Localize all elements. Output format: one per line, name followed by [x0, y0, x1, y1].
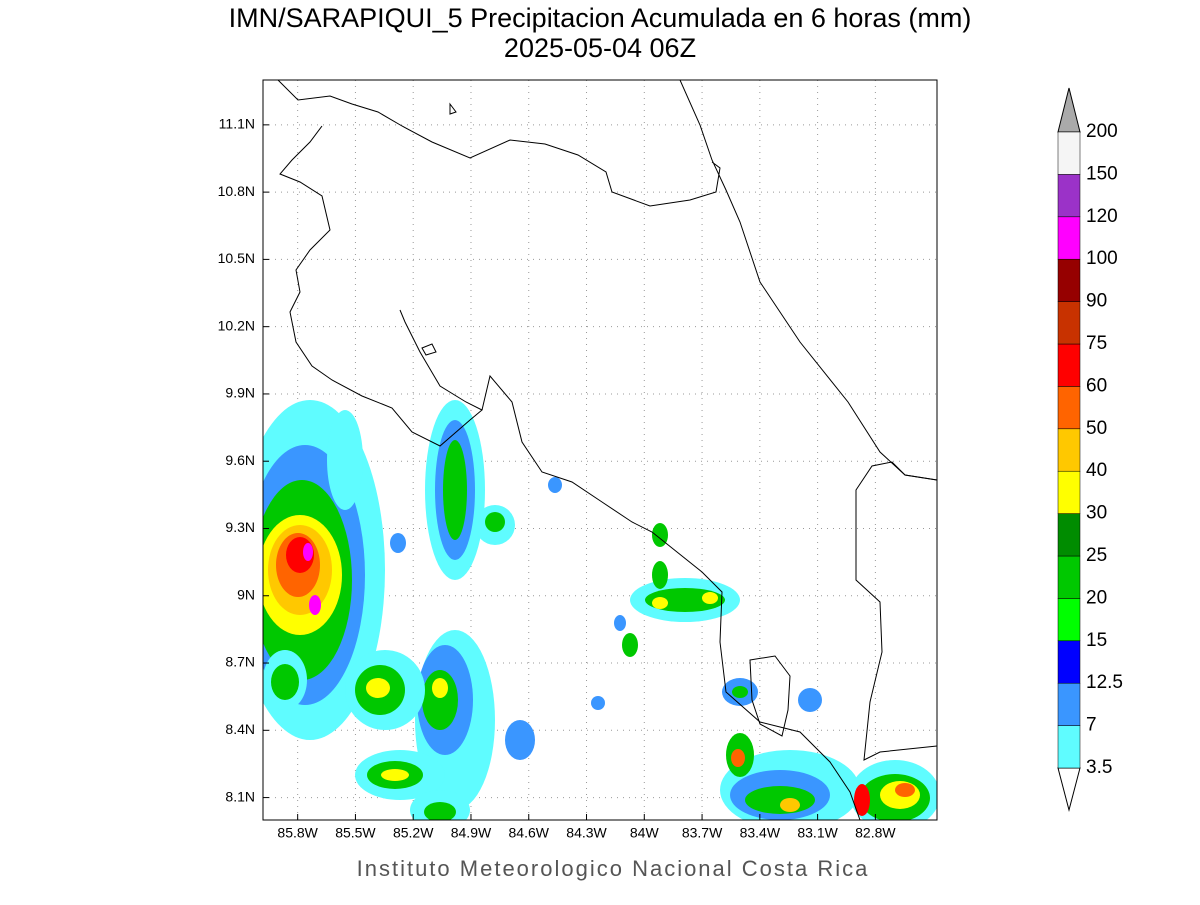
x-tick-label: 85.8W — [277, 825, 318, 841]
y-tick-label: 8.1N — [225, 788, 255, 804]
colorbar-over — [1057, 87, 1081, 133]
colorbar-label: 60 — [1086, 375, 1107, 396]
colorbar-label: 3.5 — [1086, 757, 1112, 778]
x-tick-label: 84W — [630, 825, 660, 841]
colorbar-segment — [1057, 428, 1081, 472]
y-tick-label: 9.9N — [225, 385, 255, 401]
y-tick-label: 9.3N — [225, 519, 255, 535]
colorbar-label: 40 — [1086, 460, 1107, 481]
y-tick-label: 10.8N — [218, 183, 255, 199]
x-tick-label: 84.6W — [509, 825, 550, 841]
y-tick-label: 9.6N — [225, 452, 255, 468]
y-tick-label: 8.7N — [225, 654, 255, 670]
x-tick-label: 82.8W — [855, 825, 896, 841]
colorbar-label: 90 — [1086, 291, 1107, 312]
colorbar-segment — [1057, 470, 1081, 514]
x-tick-label: 83.1W — [797, 825, 838, 841]
colorbar-segment — [1057, 513, 1081, 557]
colorbar-label: 7 — [1086, 715, 1097, 736]
y-tick-label: 10.2N — [218, 317, 255, 333]
colorbar-label: 25 — [1086, 545, 1107, 566]
y-tick-label: 11.1N — [219, 116, 255, 132]
colorbar-label: 120 — [1086, 206, 1118, 227]
x-tick-label: 84.3W — [566, 825, 607, 841]
coastline — [277, 80, 937, 820]
y-tick-label: 8.4N — [225, 721, 255, 737]
colorbar-label: 150 — [1086, 163, 1118, 184]
colorbar-label: 50 — [1086, 418, 1107, 439]
x-tick-label: 85.2W — [393, 825, 434, 841]
title: IMN/SARAPIQUI_5 Precipitacion Acumulada … — [229, 3, 972, 33]
colorbar-segment — [1057, 343, 1081, 387]
colorbar-label: 100 — [1086, 248, 1118, 269]
colorbar-segment — [1057, 682, 1081, 726]
x-tick-label: 84.9W — [451, 825, 492, 841]
colorbar-label: 200 — [1086, 121, 1118, 142]
colorbar-segment — [1057, 598, 1081, 642]
x-tick-label: 83.7W — [682, 825, 723, 841]
colorbar-segment — [1057, 725, 1081, 769]
colorbar-label: 30 — [1086, 503, 1107, 524]
colorbar-segment — [1057, 301, 1081, 345]
footer: Instituto Meteorologico Nacional Costa R… — [357, 856, 870, 881]
y-tick-label: 9N — [237, 586, 255, 602]
colorbar-label: 15 — [1086, 630, 1107, 651]
grid — [263, 80, 937, 820]
map-frame — [262, 79, 938, 821]
colorbar-label: 12.5 — [1086, 672, 1123, 693]
x-tick-label: 85.5W — [335, 825, 376, 841]
y-tick-label: 10.5N — [218, 250, 255, 266]
colorbar-segment — [1057, 131, 1081, 175]
colorbar-segment — [1057, 174, 1081, 218]
colorbar-under — [1057, 767, 1081, 812]
precipitation — [263, 400, 937, 820]
colorbar-segment — [1057, 258, 1081, 302]
colorbar-segment — [1057, 555, 1081, 599]
ticks: 85.8W 85.5W 85.2W 84.9W 84.6W 84.3W 84W 83.7W 83… — [218, 116, 897, 841]
x-tick-label: 83.4W — [740, 825, 781, 841]
colorbar-label: 75 — [1086, 333, 1107, 354]
subtitle: 2025-05-04 06Z — [504, 33, 696, 63]
colorbar-segment — [1057, 386, 1081, 430]
colorbar-segment — [1057, 216, 1081, 260]
colorbar-segment — [1057, 640, 1081, 684]
colorbar: 3.5 7 12.5 15 20 25 30 40 50 60 75 90 100 120 150 200 — [1057, 87, 1123, 812]
colorbar-label: 20 — [1086, 587, 1107, 608]
